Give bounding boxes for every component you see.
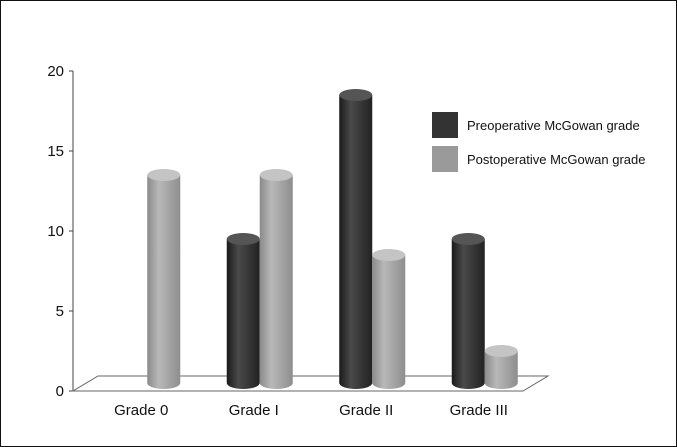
bar xyxy=(451,239,485,389)
x-tick-label: Grade II xyxy=(339,402,393,419)
chart-bars xyxy=(147,89,518,389)
bar-top xyxy=(484,345,518,357)
bar xyxy=(226,239,260,389)
y-tick-label: 0 xyxy=(56,383,64,400)
bar xyxy=(372,255,406,389)
bar-top xyxy=(147,169,181,181)
chart-axes: 0 5 10 15 20 Grade 0 Grade I Grade II Grade III xyxy=(47,63,550,419)
y-tick-label: 20 xyxy=(47,63,64,80)
bar-top xyxy=(259,169,293,181)
bar xyxy=(147,175,181,389)
bar-top xyxy=(451,233,485,245)
legend-label: Preoperative McGowan grade xyxy=(467,118,640,133)
bar-top xyxy=(372,249,406,261)
x-tick-label: Grade III xyxy=(450,402,508,419)
bar-top xyxy=(226,233,260,245)
legend-label: Postoperative McGowan grade xyxy=(467,152,645,167)
bar xyxy=(339,95,373,389)
bar xyxy=(484,351,518,389)
x-tick-label: Grade I xyxy=(229,402,279,419)
legend-swatch xyxy=(432,112,458,138)
y-tick-label: 15 xyxy=(47,143,64,160)
chart-legend: Preoperative McGowan grade Postoperative … xyxy=(432,112,645,172)
legend-swatch xyxy=(432,146,458,172)
y-tick-label: 5 xyxy=(56,303,64,320)
bar xyxy=(259,175,293,389)
bar-top xyxy=(339,89,373,101)
x-tick-label: Grade 0 xyxy=(114,402,168,419)
chart-floor xyxy=(71,375,550,392)
y-tick-label: 10 xyxy=(47,223,64,240)
